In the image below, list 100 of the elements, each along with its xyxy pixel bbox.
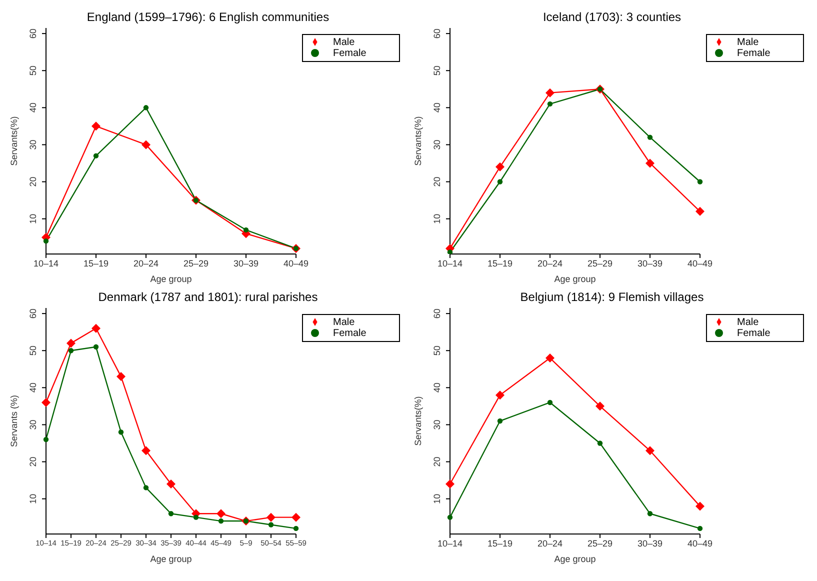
y-tick-label: 20 bbox=[28, 176, 38, 187]
point bbox=[166, 479, 176, 488]
point bbox=[142, 140, 150, 150]
y-tick-label: 40 bbox=[28, 102, 38, 113]
point bbox=[143, 105, 149, 110]
point bbox=[496, 390, 504, 400]
x-tick-label: 30–39 bbox=[637, 258, 663, 268]
point bbox=[497, 179, 503, 184]
legend-label: Male bbox=[333, 317, 355, 328]
chart-title: Iceland (1703): 3 counties bbox=[542, 9, 682, 26]
y-axis-title: Servants(%) bbox=[413, 116, 424, 166]
point bbox=[216, 509, 226, 518]
point bbox=[68, 348, 74, 354]
x-tick-label: 15–19 bbox=[487, 538, 513, 548]
point bbox=[268, 522, 274, 528]
point bbox=[597, 440, 603, 446]
point bbox=[116, 372, 126, 382]
x-tick-label: 40–49 bbox=[687, 538, 713, 548]
y-tick-label: 50 bbox=[432, 346, 442, 356]
point bbox=[93, 344, 99, 350]
x-tick-label: 15–19 bbox=[487, 258, 513, 268]
point bbox=[92, 122, 100, 131]
point bbox=[243, 227, 249, 233]
point bbox=[66, 338, 76, 348]
y-axis-title: Servants(%) bbox=[413, 396, 424, 446]
point bbox=[92, 324, 100, 333]
point bbox=[118, 430, 124, 435]
y-tick-label: 20 bbox=[432, 456, 442, 467]
chart-title: Denmark (1787 and 1801): rural parishes bbox=[97, 289, 319, 306]
point bbox=[447, 514, 453, 520]
point bbox=[646, 446, 654, 456]
x-tick-label: 15–19 bbox=[83, 258, 109, 268]
legend-label: Female bbox=[333, 328, 366, 339]
chart-title: England (1599–1796): 6 English communities bbox=[86, 9, 330, 26]
point bbox=[42, 398, 50, 407]
point bbox=[647, 511, 653, 516]
legend-label: Female bbox=[737, 48, 770, 59]
x-axis-title: Age group bbox=[554, 274, 596, 284]
point bbox=[596, 402, 604, 411]
y-tick-label: 30 bbox=[28, 420, 38, 430]
y-tick-label: 60 bbox=[432, 28, 442, 39]
point bbox=[497, 418, 503, 424]
y-tick-label: 30 bbox=[432, 420, 442, 430]
x-tick-label: 30–39 bbox=[637, 538, 663, 548]
y-tick-label: 30 bbox=[432, 140, 442, 150]
point bbox=[446, 479, 454, 488]
y-tick-label: 20 bbox=[28, 456, 38, 467]
legend-label: Female bbox=[333, 48, 366, 59]
point bbox=[447, 250, 453, 254]
x-axis-title: Age group bbox=[150, 274, 192, 284]
point bbox=[43, 238, 49, 244]
y-tick-label: 60 bbox=[432, 308, 442, 319]
point bbox=[697, 526, 703, 532]
y-axis-title: Servants(%) bbox=[9, 116, 20, 166]
point bbox=[546, 88, 554, 98]
legend-label: Male bbox=[333, 37, 355, 48]
point bbox=[43, 436, 49, 442]
y-tick-label: 10 bbox=[432, 214, 442, 224]
y-tick-label: 50 bbox=[28, 346, 38, 356]
x-tick-label: 25–29 bbox=[587, 258, 613, 268]
point bbox=[546, 354, 554, 363]
y-axis-title: Servants (%) bbox=[9, 394, 20, 448]
x-tick-label: 25–29 bbox=[587, 538, 613, 548]
x-tick-label: 40–49 bbox=[687, 258, 713, 268]
x-tick-label: 20–24 bbox=[537, 538, 563, 548]
legend-label: Female bbox=[737, 328, 770, 339]
y-tick-label: 40 bbox=[432, 382, 442, 393]
point bbox=[266, 512, 276, 522]
x-tick-label: 10–14 bbox=[33, 258, 59, 268]
legend-label: Male bbox=[737, 37, 759, 48]
y-tick-label: 60 bbox=[28, 28, 38, 39]
x-tick-label: 25–29 bbox=[183, 258, 209, 268]
point bbox=[218, 518, 224, 524]
point bbox=[193, 514, 199, 520]
x-axis-title: Age group bbox=[150, 554, 192, 564]
x-axis-title: Age group bbox=[554, 554, 596, 564]
x-tick-label: 10–14 bbox=[437, 258, 463, 268]
y-tick-label: 40 bbox=[28, 382, 38, 393]
point bbox=[697, 179, 703, 184]
y-tick-label: 40 bbox=[432, 102, 442, 113]
point bbox=[646, 158, 654, 168]
point bbox=[293, 526, 299, 532]
x-tick-label: 10–14 bbox=[437, 538, 463, 548]
point bbox=[696, 502, 704, 511]
point bbox=[142, 446, 150, 456]
point bbox=[647, 134, 653, 140]
point bbox=[168, 511, 174, 516]
y-tick-label: 30 bbox=[28, 140, 38, 150]
point bbox=[93, 153, 99, 158]
point bbox=[496, 162, 504, 172]
y-tick-label: 60 bbox=[28, 308, 38, 319]
y-tick-label: 20 bbox=[432, 176, 442, 187]
y-tick-label: 50 bbox=[432, 66, 442, 76]
point bbox=[547, 400, 553, 406]
x-tick-label: 20–24 bbox=[133, 258, 159, 268]
x-tick-label: 30–39 bbox=[233, 258, 259, 268]
y-tick-label: 10 bbox=[28, 214, 38, 224]
x-tick-label: 20–24 bbox=[537, 258, 563, 268]
point bbox=[696, 206, 704, 216]
legend-label: Male bbox=[737, 317, 759, 328]
